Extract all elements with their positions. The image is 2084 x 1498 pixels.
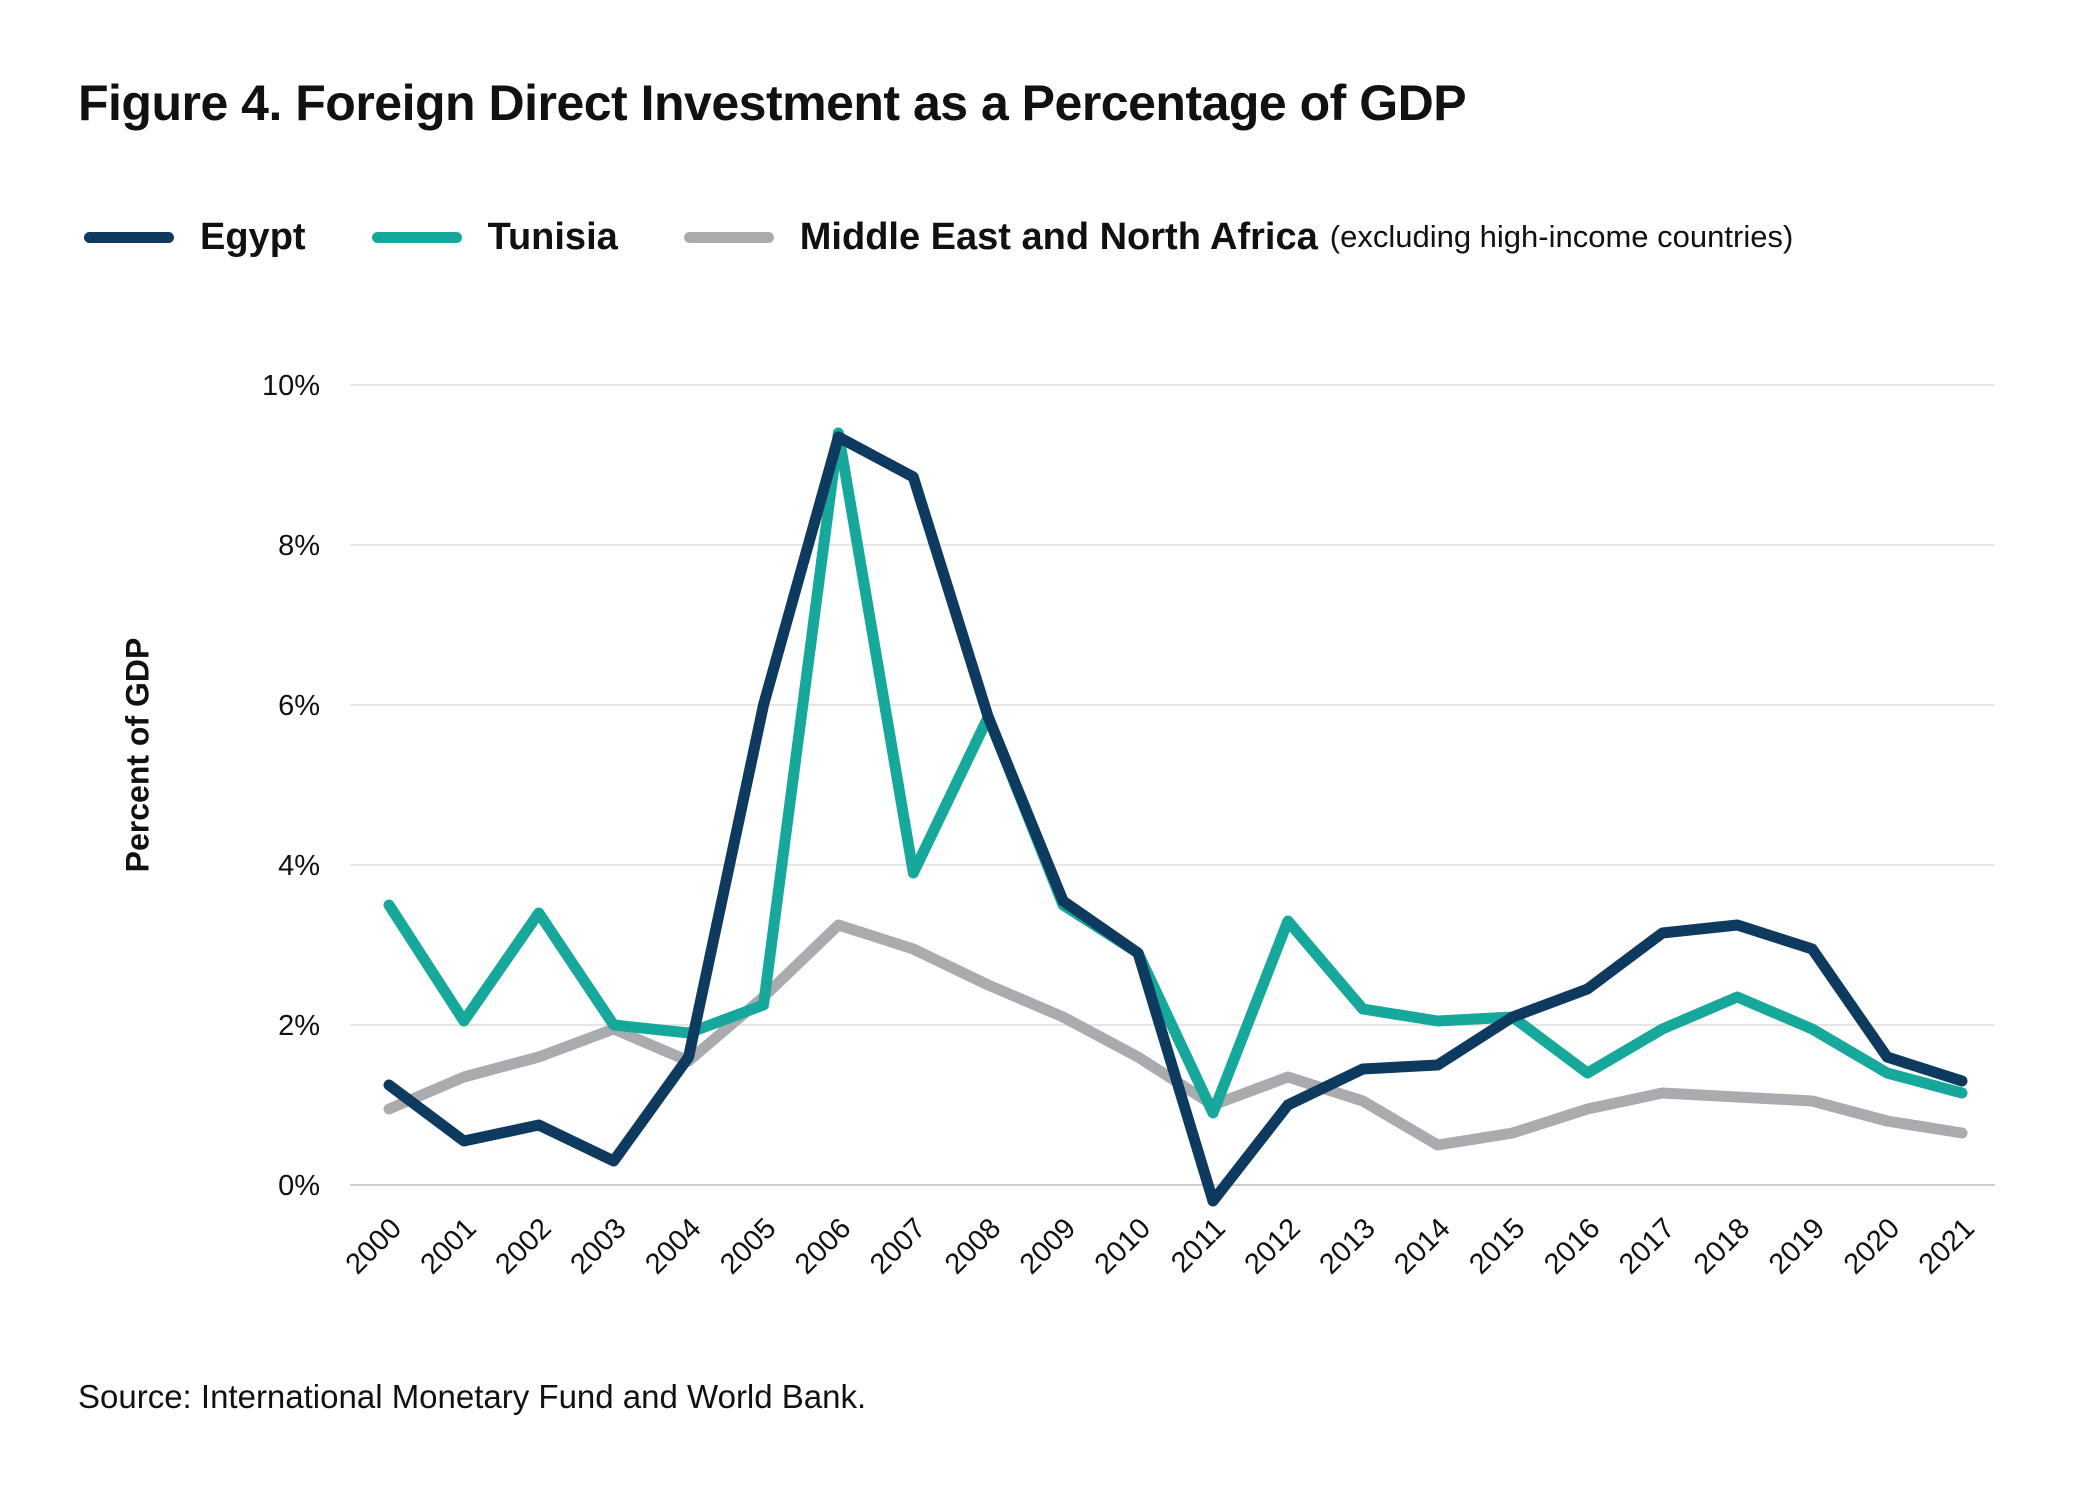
y-tick-label: 6% <box>278 690 320 722</box>
legend-label-egypt: Egypt <box>200 215 306 258</box>
x-tick-label: 2020 <box>1838 1212 1906 1280</box>
legend-swatch-egypt <box>84 231 174 243</box>
source-note: Source: International Monetary Fund and … <box>78 1378 867 1415</box>
x-tick-label: 2005 <box>714 1212 782 1280</box>
y-tick-label: 4% <box>278 850 320 882</box>
y-tick-label: 2% <box>278 1010 320 1042</box>
legend-label-tunisia: Tunisia <box>487 215 618 258</box>
x-tick-label: 2004 <box>639 1212 707 1280</box>
x-tick-label: 2000 <box>340 1212 408 1280</box>
x-tick-label: 2013 <box>1313 1212 1381 1280</box>
x-tick-label: 2021 <box>1913 1212 1981 1280</box>
x-tick-label: 2002 <box>490 1212 558 1280</box>
y-tick-label: 8% <box>278 530 320 562</box>
y-tick-labels: 0% 2% 4% 6% 8% 10% <box>262 370 320 1202</box>
x-tick-label: 2016 <box>1538 1212 1606 1280</box>
x-tick-label: 2011 <box>1165 1212 1232 1279</box>
legend-note-mena: (excluding high-income countries) <box>1329 219 1794 254</box>
series-lines <box>383 427 1968 1207</box>
legend-label-mena: Middle East and North Africa <box>799 215 1318 258</box>
series-line-tunisia <box>383 427 1968 1119</box>
x-tick-label: 2001 <box>415 1212 483 1280</box>
legend: Egypt Tunisia Middle East and North Afri… <box>84 212 1859 262</box>
x-tick-label: 2006 <box>789 1212 857 1280</box>
x-tick-label: 2007 <box>864 1212 932 1280</box>
x-tick-label: 2014 <box>1388 1212 1456 1280</box>
x-tick-label: 2017 <box>1613 1212 1681 1280</box>
legend-swatch-mena <box>683 231 774 243</box>
legend-item-tunisia: Tunisia <box>371 215 618 259</box>
series-line-egypt <box>383 431 1968 1207</box>
x-tick-labels: 2000 2001 2002 2003 2004 2005 2006 2007 2008 2009… <box>340 1212 1981 1280</box>
x-tick-label: 2012 <box>1239 1212 1307 1280</box>
y-tick-label: 0% <box>278 1170 320 1202</box>
legend-item-mena: Middle East and North Africa (excluding … <box>683 215 1794 259</box>
chart-title: Figure 4. Foreign Direct Investment as a… <box>78 75 1467 131</box>
x-tick-label: 2010 <box>1089 1212 1157 1280</box>
x-tick-label: 2008 <box>939 1212 1007 1280</box>
x-tick-label: 2015 <box>1463 1212 1531 1280</box>
x-tick-label: 2018 <box>1688 1212 1756 1280</box>
legend-swatch-tunisia <box>371 231 462 243</box>
legend-item-egypt: Egypt <box>84 216 306 259</box>
x-tick-label: 2009 <box>1014 1212 1082 1280</box>
x-tick-label: 2019 <box>1763 1212 1831 1280</box>
y-tick-label: 10% <box>262 370 320 402</box>
x-tick-label: 2003 <box>564 1212 632 1280</box>
